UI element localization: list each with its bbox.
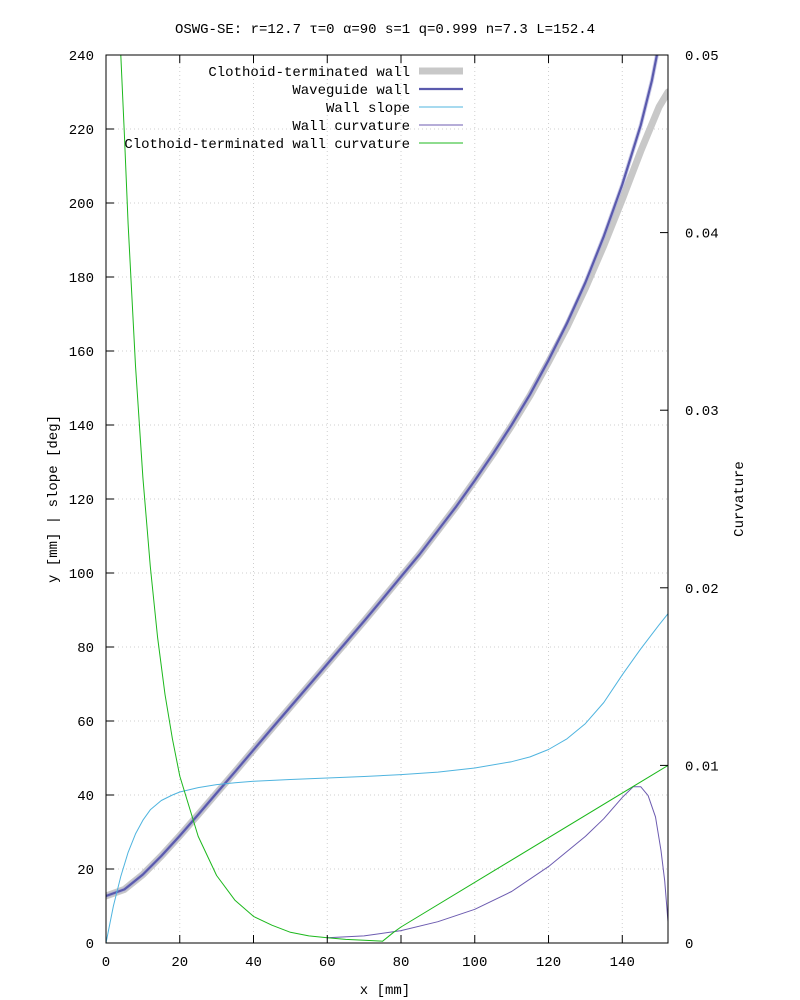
y-tick-label: 200 [69,197,94,213]
y2-axis-label: Curvature [732,461,748,537]
series-layer [106,55,668,943]
y-tick-label: 20 [77,863,94,879]
y-tick-label: 220 [69,123,94,139]
x-tick-label: 20 [171,955,188,971]
wall-curvature-line [326,786,668,939]
series-group [120,55,668,942]
wall-slope-line [106,613,668,943]
y-tick-label: 40 [77,789,94,805]
y2-tick-label: 0.05 [685,49,719,65]
x-tick-label: 140 [610,955,635,971]
y-tick-label: 140 [69,419,94,435]
series-group [106,55,659,898]
series-group [106,613,668,943]
legend: Clothoid-terminated wall Waveguide wall Wa… [124,65,463,153]
y2-tick-label: 0.02 [685,582,719,598]
x-tick-label: 40 [245,955,262,971]
y2-tick-label: 0 [685,937,693,953]
x-tick-label: 0 [102,955,110,971]
y-axis-label: y [mm] | slope [deg] [46,415,62,583]
x-tick-label: 100 [462,955,487,971]
legend-label: Wall slope [326,101,410,117]
y2-tick-label: 0.01 [685,759,719,775]
y-tick-label: 240 [69,49,94,65]
y2-tick-label: 0.04 [685,227,719,243]
y-tick-label: 0 [86,937,94,953]
chart-title: OSWG-SE: r=12.7 τ=0 α=90 s=1 q=0.999 n=7… [175,22,595,38]
waveguide-wall-line [106,55,659,898]
legend-label: Clothoid-terminated wall [208,65,410,81]
legend-label: Clothoid-terminated wall curvature [124,137,410,153]
y-tick-label: 160 [69,345,94,361]
y-tick-label: 100 [69,567,94,583]
x-tick-label: 60 [319,955,336,971]
clothoid-curvature-line [120,55,668,942]
y-tick-label: 80 [77,641,94,657]
x-tick-label: 80 [393,955,410,971]
y-tick-label: 60 [77,715,94,731]
legend-label: Wall curvature [292,119,410,135]
tick-layer: 0 20 40 60 80 100 120 140 0 20 40 60 80 100 120 140 160 1… [69,49,719,971]
y-tick-label: 120 [69,493,94,509]
x-axis-label: x [mm] [360,983,410,999]
legend-label: Waveguide wall [292,83,410,99]
y2-tick-label: 0.03 [685,404,719,420]
y-tick-label: 180 [69,271,94,287]
x-tick-label: 120 [536,955,561,971]
series-group [326,786,668,939]
